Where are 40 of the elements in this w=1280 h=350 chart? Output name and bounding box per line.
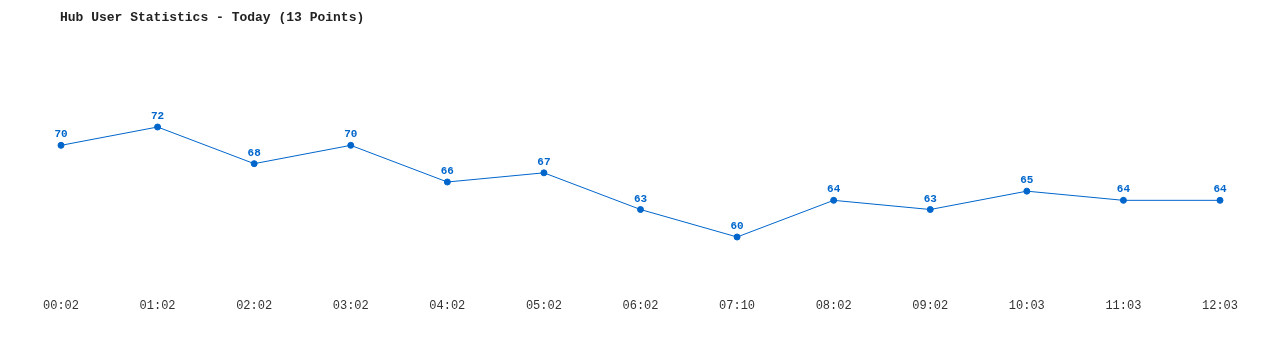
data-label: 65 xyxy=(1020,174,1034,187)
data-label: 64 xyxy=(1213,183,1227,196)
data-label: 72 xyxy=(150,110,165,122)
x-tick-label: 10:03 xyxy=(1008,298,1045,313)
data-label: 60 xyxy=(730,220,744,232)
x-tick-label: 02:02 xyxy=(236,298,273,313)
data-label: 66 xyxy=(440,165,454,177)
data-label: 63 xyxy=(923,192,938,205)
point xyxy=(1119,196,1127,204)
data-label: 70 xyxy=(344,128,358,141)
data-label: 63 xyxy=(633,192,648,205)
x-tick-label: 12:03 xyxy=(1201,298,1239,313)
x-tick-label: 04:02 xyxy=(429,298,466,313)
data-label: 67 xyxy=(537,155,551,168)
x-tick-label: 05:02 xyxy=(525,298,562,313)
data-label: 68 xyxy=(247,146,262,159)
data-label: 64 xyxy=(827,183,841,196)
point xyxy=(57,141,65,149)
point xyxy=(926,206,934,213)
point xyxy=(154,123,162,131)
point xyxy=(1023,187,1031,195)
point xyxy=(830,196,838,204)
x-tick-label: 03:02 xyxy=(332,298,369,313)
x-tick-label: 06:02 xyxy=(622,298,659,313)
point xyxy=(1216,196,1224,204)
point xyxy=(347,141,355,149)
x-tick-label: 01:02 xyxy=(139,298,176,313)
point xyxy=(250,160,258,168)
x-tick-label: 11:03 xyxy=(1105,298,1142,313)
x-tick-label: 00:02 xyxy=(42,298,80,313)
x-tick-label: 08:02 xyxy=(815,298,852,313)
point xyxy=(540,169,548,177)
x-tick-label: 07:10 xyxy=(719,298,756,313)
x-tick-label: 09:02 xyxy=(912,298,949,313)
point xyxy=(733,233,741,241)
data-label: 70 xyxy=(54,128,68,141)
point xyxy=(637,206,644,213)
data-label: 64 xyxy=(1116,183,1131,196)
point xyxy=(443,178,451,186)
chart-title: Hub User Statistics - Today (13 Points) xyxy=(59,9,366,27)
